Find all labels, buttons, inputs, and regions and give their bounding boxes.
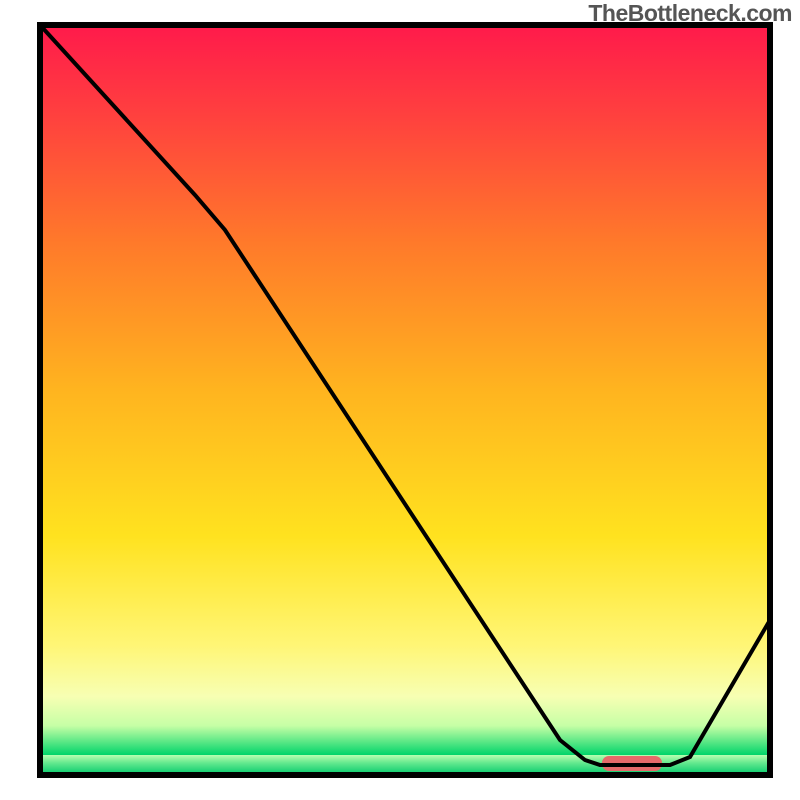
plot-background	[40, 25, 770, 755]
watermark-text: TheBottleneck.com	[588, 0, 792, 27]
chart-svg	[0, 0, 800, 800]
chart-container: TheBottleneck.com	[0, 0, 800, 800]
